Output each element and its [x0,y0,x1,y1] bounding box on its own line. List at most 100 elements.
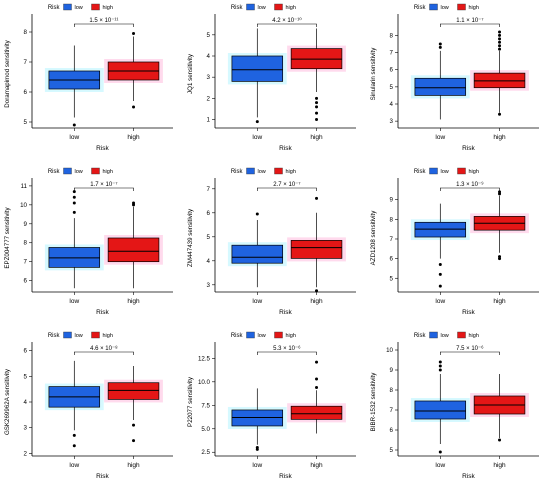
y-tick-label: 10.0 [198,379,211,386]
box-low [44,45,104,127]
y-axis-title: Sinularin sensitivity [370,47,377,101]
x-tick-label-low: low [435,462,445,469]
p-value-label: 1.5 × 10⁻¹¹ [89,18,118,24]
legend: Risk low high [414,3,479,11]
outlier-point [132,105,136,109]
legend-title: Risk [414,5,427,11]
box-high [470,30,529,116]
legend-swatch-low [429,331,438,339]
outlier-point [438,263,442,267]
significance-bracket [257,23,317,27]
legend: Risk low high [414,167,479,175]
legend-swatch-high [91,3,100,11]
box-high [470,190,529,261]
box-low [410,42,470,120]
p-value-label: 4.2 × 10⁻¹⁰ [272,17,302,24]
x-axis-title: Risk [96,309,109,316]
box-iqr [414,77,467,96]
legend-label-low: low [75,169,83,175]
box-low [227,388,287,451]
legend-label-low: low [441,5,449,11]
outlier-point [438,364,442,368]
x-tick-label-low: low [435,298,445,305]
y-tick-label: 4 [24,399,28,406]
outlier-point [438,284,442,288]
legend-label-high: high [286,333,296,339]
boxplot-panel: Risk low high 2.7 × 10⁻⁷ 3 4 5 6 7 low high Risk ZM4… [183,164,366,328]
legend-label-high: high [286,5,296,11]
outlier-point [255,446,259,450]
box-low [44,360,104,448]
boxplot-svg: Risk low high 5.3 × 10⁻⁶ 2.5 5.0 7.5 10.0 12.5 lo… [187,331,356,480]
y-axis-title: BIBR-1532 sensitivity [370,372,377,432]
p-value-label: 1.1 × 10⁻⁷ [456,17,483,24]
legend-swatch-low [429,167,438,175]
box-iqr [107,237,160,263]
legend: Risk low high [48,3,113,11]
y-tick-label: 7 [24,59,28,66]
outlier-point [498,438,502,442]
outlier-point [315,111,319,115]
legend-title: Risk [231,333,244,339]
significance-bracket [257,351,317,355]
x-tick-label-low: low [252,462,262,469]
y-tick-label: 8 [390,387,394,394]
boxplot-svg: Risk low high 4.2 × 10⁻¹⁰ 1 2 3 4 5 low high Risk JQ… [187,3,356,152]
box-iqr [414,400,467,420]
y-tick-label: 6 [207,210,211,217]
outlier-point [438,42,442,46]
legend-swatch-low [63,3,72,11]
boxplot-panel: Risk low high 1.7 × 10⁻⁷ 6 7 8 9 10 11 low high Risk… [0,164,183,328]
legend-swatch-low [246,3,255,11]
y-tick-label: 8 [390,216,394,223]
outlier-point [315,360,319,364]
outlier-point [438,272,442,276]
y-tick-label: 7 [390,50,394,57]
y-tick-label: 1 [207,117,211,124]
boxplot-panel: Risk low high 7.5 × 10⁻⁶ 5 6 7 8 9 10 low high Risk B… [366,328,549,492]
legend: Risk low high [48,331,113,339]
boxplot-svg: Risk low high 4.6 × 10⁻⁸ 2 3 4 5 6 low high Risk GSK… [4,331,173,480]
p-value-label: 4.6 × 10⁻⁸ [90,345,118,352]
y-tick-label: 5 [390,275,394,282]
outlier-point [315,385,319,389]
y-tick-label: 3 [207,282,211,289]
y-tick-label: 3 [24,425,28,432]
y-tick-label: 5 [24,119,28,126]
legend-title: Risk [231,169,244,175]
y-tick-label: 2 [207,95,211,102]
x-tick-label-low: low [435,134,445,141]
y-axis-title: EPZ004777 sensitivity [4,206,11,268]
legend-label-high: high [103,169,113,175]
legend-title: Risk [231,5,244,11]
significance-bracket [74,187,134,191]
x-axis-title: Risk [96,145,109,152]
x-tick-label-high: high [493,134,506,141]
y-tick-label: 8 [24,240,28,247]
y-tick-label: 5 [390,447,394,454]
y-axis-title: Doramapimod sensitivity [4,39,11,107]
box-iqr [231,244,284,264]
legend-swatch-high [91,331,100,339]
x-tick-label-high: high [127,134,140,141]
boxplot-svg: Risk low high 7.5 × 10⁻⁶ 5 6 7 8 9 10 low high Risk B… [370,331,539,480]
legend: Risk low high [231,331,296,339]
boxplot-panel: Risk low high 1.3 × 10⁻⁹ 5 6 7 8 9 low high Risk AZD… [366,164,549,328]
p-value-label: 2.7 × 10⁻⁷ [273,181,300,188]
significance-bracket [440,187,500,191]
y-tick-label: 5 [207,32,211,39]
box-low [410,203,470,288]
y-tick-label: 5 [207,234,211,241]
boxplot-panel: Risk low high 1.1 × 10⁻⁷ 3 4 5 6 7 8 low high Risk Si… [366,0,549,164]
outlier-point [315,289,319,293]
legend-label-low: low [258,169,266,175]
y-tick-label: 5 [390,84,394,91]
y-tick-label: 9 [390,367,394,374]
legend: Risk low high [231,3,296,11]
significance-bracket [74,351,134,355]
x-tick-label-low: low [69,462,79,469]
outlier-point [72,201,76,205]
legend-swatch-high [457,167,466,175]
x-tick-label-high: high [310,462,323,469]
